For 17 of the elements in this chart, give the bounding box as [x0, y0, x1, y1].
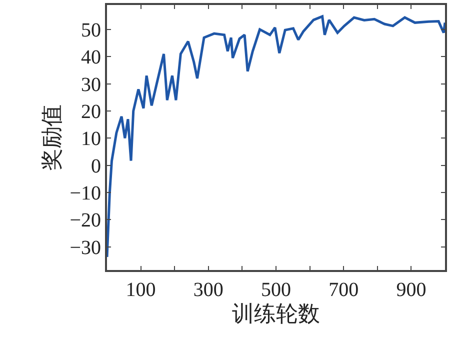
- x-tick-label: 700: [328, 279, 359, 301]
- x-tick-label: 900: [396, 279, 426, 301]
- x-tick-label: 100: [126, 279, 156, 301]
- y-tick-label: −20: [70, 210, 101, 232]
- x-tick-label: 300: [193, 279, 224, 301]
- x-tick-label: 500: [261, 279, 291, 301]
- x-axis-title: 训练轮数: [232, 301, 320, 326]
- y-tick-label: 0: [91, 155, 101, 178]
- y-tick-label: 20: [81, 101, 101, 123]
- y-tick-label: 50: [81, 19, 101, 42]
- y-axis-title: 奖励值: [39, 104, 64, 170]
- line-series: [107, 15, 445, 258]
- y-tick-label: −30: [70, 236, 101, 259]
- y-tick-label: −10: [70, 182, 101, 205]
- y-tick-label: 10: [81, 128, 101, 150]
- y-tick-label: 40: [81, 46, 101, 69]
- y-tick-label: 30: [81, 74, 101, 96]
